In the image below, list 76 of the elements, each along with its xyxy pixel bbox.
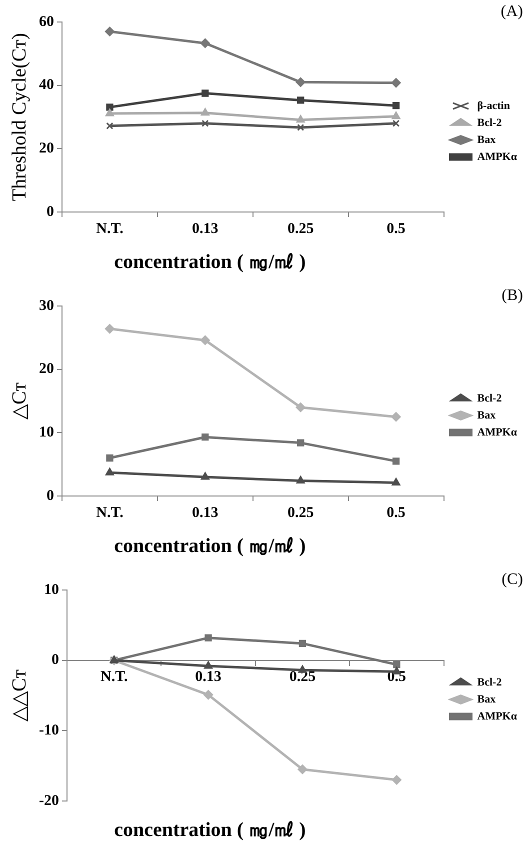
y-tick-label: -20: [38, 792, 59, 809]
point: [204, 661, 212, 669]
legend-label: Bax: [477, 693, 496, 706]
y-tick-label: 10: [39, 424, 54, 441]
x-tick-label: 0.25: [287, 220, 314, 237]
point: [298, 640, 306, 648]
point: [391, 412, 401, 422]
x-axis-title: concentration ( ㎎/㎖ ): [113, 250, 307, 275]
y-tick-label: 10: [44, 582, 59, 598]
point: [296, 115, 305, 123]
y-tick-label: 20: [39, 140, 54, 157]
y-tick-label: 0: [46, 488, 54, 504]
point: [106, 454, 114, 462]
point: [392, 775, 402, 785]
point: [296, 402, 306, 412]
point: [204, 634, 212, 642]
y-axis-title: Threshold Cycle(Cᴛ): [8, 32, 30, 202]
x-axis-title: concentration ( ㎎/㎖ ): [113, 534, 307, 559]
y-axis-title: △Cᴛ: [8, 382, 30, 420]
y-tick-label: 20: [39, 361, 54, 378]
x-tick-label: 0.13: [192, 220, 218, 237]
point: [104, 26, 114, 36]
point: [204, 690, 214, 700]
legend-label: AMPKα: [477, 710, 518, 722]
legend-label: AMPKα: [477, 150, 518, 163]
point: [106, 104, 114, 111]
point: [297, 439, 304, 446]
text: (B): [502, 287, 523, 304]
point: [104, 324, 114, 334]
x-tick-label: 0.5: [386, 504, 406, 521]
point: [296, 77, 306, 87]
y-tick-label: 0: [51, 652, 59, 668]
x-axis-title: concentration ( ㎎/㎖ ): [113, 818, 307, 843]
legend-label: Bcl-2: [477, 116, 502, 129]
point: [200, 38, 210, 48]
point: [202, 434, 209, 441]
x-tick-label: N.T.: [96, 504, 124, 521]
x-tick-label: 0.5: [386, 220, 406, 237]
point: [391, 78, 401, 88]
y-tick-label: 40: [39, 77, 54, 94]
point: [106, 122, 114, 130]
point: [392, 478, 400, 486]
point: [392, 102, 400, 110]
y-tick-label: 60: [39, 14, 54, 30]
text: (C): [502, 571, 523, 588]
point: [393, 660, 400, 668]
point: [296, 476, 305, 484]
x-tick-label: 0.13: [192, 504, 218, 521]
x-tick-label: 0.13: [195, 669, 222, 686]
point: [200, 335, 210, 345]
legend-label: Bax: [477, 409, 496, 422]
point: [392, 112, 400, 120]
point: [200, 472, 210, 480]
legend-label: β-actin: [477, 100, 510, 112]
y-axis-title: △△Cᴛ: [8, 669, 30, 722]
legend-label: Bax: [477, 134, 496, 146]
y-tick-label: -10: [38, 722, 59, 739]
legend-label: AMPKα: [477, 426, 518, 438]
point: [392, 120, 400, 127]
legend-label: Bcl-2: [477, 392, 502, 404]
point: [297, 124, 304, 132]
x-tick-label: N.T.: [96, 220, 124, 237]
text: (A): [500, 3, 523, 20]
point: [297, 96, 304, 104]
point: [298, 764, 308, 774]
point: [202, 120, 209, 127]
y-tick-label: 30: [39, 298, 54, 314]
point: [200, 108, 210, 116]
legend-label: Bcl-2: [477, 676, 502, 688]
point: [106, 108, 114, 116]
y-tick-label: 0: [46, 204, 54, 220]
point: [202, 90, 209, 97]
x-tick-label: 0.25: [287, 504, 314, 521]
point: [392, 458, 400, 465]
x-tick-label: N.T.: [100, 669, 128, 686]
point: [106, 468, 114, 476]
